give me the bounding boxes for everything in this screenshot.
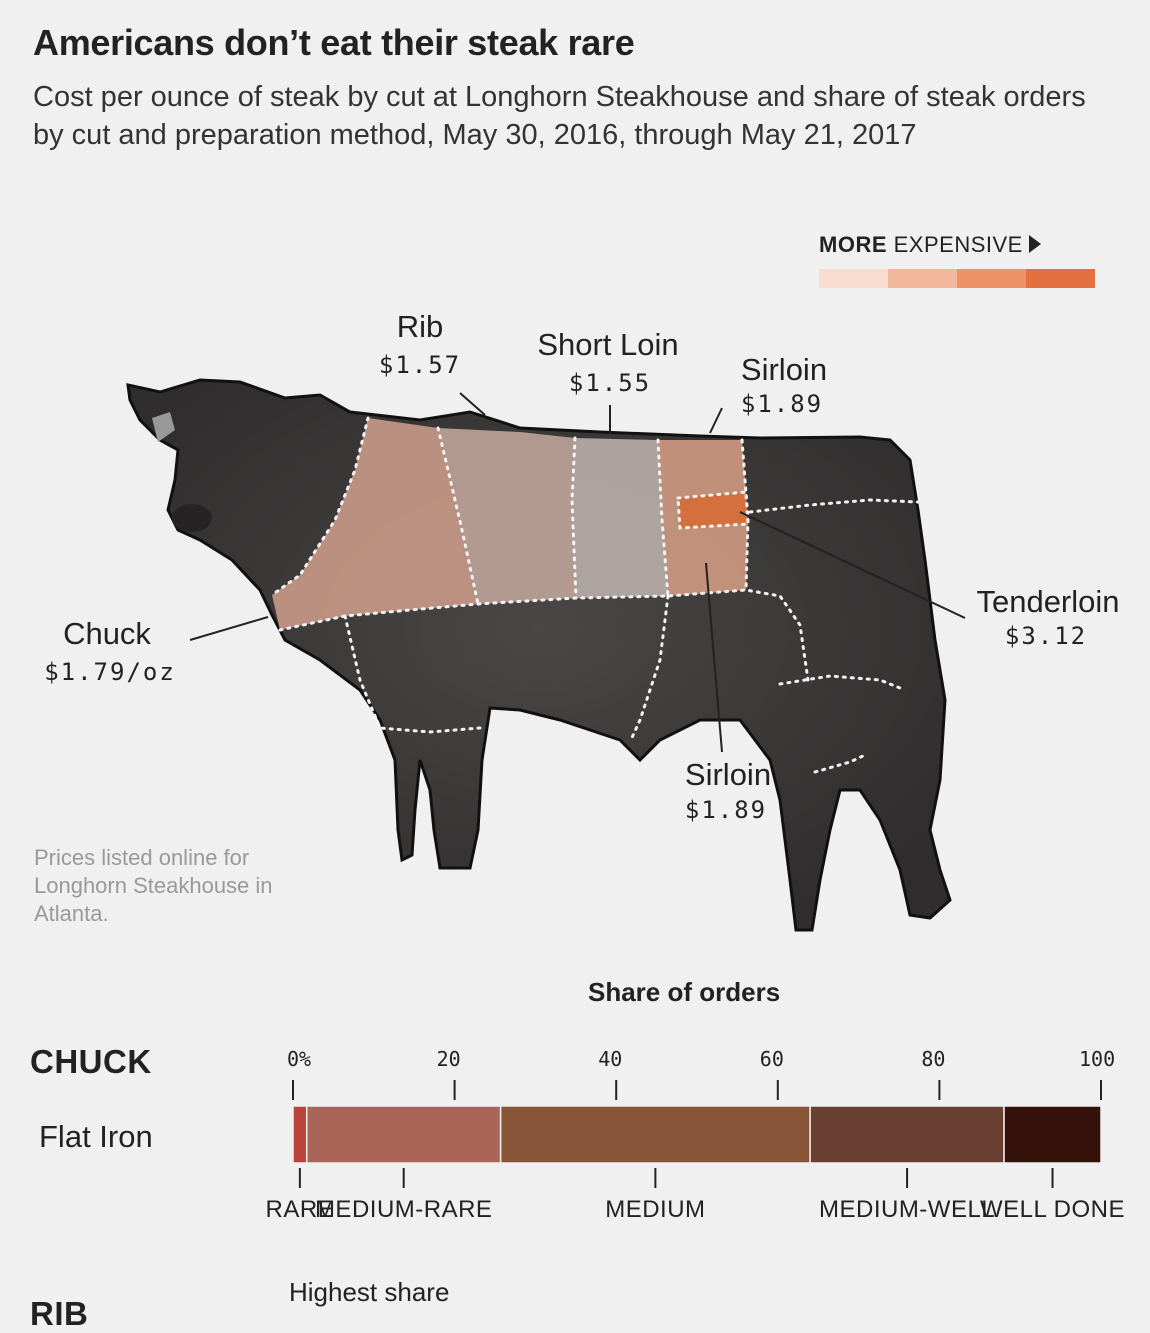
cut-label-tenderloin: Tenderloin: [976, 584, 1120, 619]
cut-price-chuck: $1.79/oz: [44, 658, 176, 686]
cut-price-short-loin: $1.55: [568, 369, 652, 397]
cut-label-short-loin: Short Loin: [537, 327, 679, 362]
bar-segment-medium: [499, 1105, 811, 1164]
legend-swatch-2: [888, 269, 957, 288]
legend-swatch-1: [819, 269, 888, 288]
legend-swatch-3: [957, 269, 1026, 288]
axis-tick-label: 100: [1079, 1047, 1116, 1071]
cut-price-sirloin-bottom: $1.89: [684, 796, 768, 824]
legend-swatch-4: [1026, 269, 1095, 288]
page-subtitle: Cost per ounce of steak by cut at Longho…: [33, 81, 1086, 151]
prep-label-rare: RARE: [265, 1196, 335, 1223]
axis-tick-label: 40: [598, 1047, 623, 1071]
legend-bold-text: MORE: [819, 232, 887, 257]
price-legend: MORE EXPENSIVE: [819, 232, 1041, 258]
cut-price-sirloin-top: $1.89: [740, 390, 824, 418]
legend-text: EXPENSIVE: [893, 232, 1023, 257]
cut-region-rib: [438, 428, 576, 604]
cut-label-sirloin-bottom: Sirloin: [684, 757, 772, 792]
legend-swatches: [819, 269, 1095, 288]
cut-label-rib: Rib: [396, 309, 444, 344]
row-label-flat-iron: Flat Iron: [39, 1119, 153, 1154]
axis-tick-label: 60: [759, 1047, 784, 1071]
source-note: Prices listed online for Longhorn Steakh…: [34, 845, 273, 926]
ear-tag-icon: [152, 412, 175, 442]
cut-lines: [270, 416, 920, 774]
cut-region-short-loin: [572, 438, 668, 598]
triangle-right-icon: [1028, 235, 1041, 253]
prep-label-medium-well: MEDIUM-WELL: [818, 1196, 996, 1223]
section-label-chuck: CHUCK: [30, 1043, 152, 1080]
bar-segment-rare: [292, 1105, 308, 1164]
axis-tick-label: 0%: [287, 1047, 312, 1071]
cut-label-chuck: Chuck: [63, 616, 151, 651]
orders-chart-title: Share of orders: [588, 977, 781, 1007]
axis-tick-label: 20: [436, 1047, 461, 1071]
cut-region-chuck: [272, 418, 478, 630]
cut-region-tenderloin: [678, 492, 748, 528]
prep-label-medium: MEDIUM: [605, 1196, 706, 1223]
cow-nose: [172, 504, 212, 532]
bar-segment-medium-well: [809, 1105, 1005, 1164]
bar-segment-well done: [1003, 1105, 1102, 1164]
prep-label-medium-rare: MEDIUM-RARE: [314, 1196, 493, 1223]
bar-segment-medium-rare: [305, 1105, 502, 1164]
highest-share-note: Highest share: [289, 1277, 450, 1307]
cut-price-tenderloin: $3.12: [1004, 622, 1088, 650]
section-label-rib: RIB: [30, 1295, 89, 1332]
cow-diagram: [126, 378, 966, 932]
cut-price-rib: $1.57: [378, 351, 462, 379]
axis-tick-label: 80: [921, 1047, 946, 1071]
leader-lines: [189, 392, 966, 753]
cut-label-sirloin-top: Sirloin: [740, 352, 828, 387]
prep-label-well done: WELL DONE: [980, 1196, 1125, 1223]
page-title: Americans don’t eat their steak rare: [33, 22, 635, 63]
